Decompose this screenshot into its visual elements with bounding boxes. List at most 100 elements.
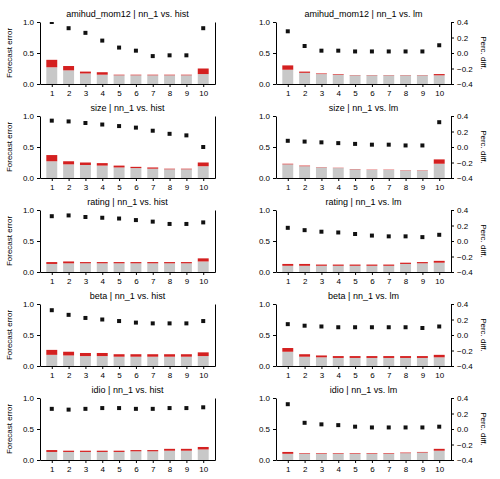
tick: 0.0 — [451, 49, 469, 58]
plot-area — [46, 405, 208, 460]
tick: 7 — [387, 84, 392, 98]
tick-label: 2 — [303, 371, 308, 380]
tick-mark — [37, 398, 40, 399]
dot — [353, 325, 357, 329]
tick: 0.4 — [451, 300, 469, 309]
bar — [164, 169, 175, 178]
tick: 0.5 — [23, 49, 40, 58]
bar — [114, 167, 125, 178]
tick: 2 — [303, 460, 308, 474]
bar — [282, 266, 293, 272]
bar — [130, 263, 141, 272]
tick-mark — [451, 414, 454, 415]
y-axis: 0.00.51.0 — [259, 18, 277, 89]
tick-label: 10 — [199, 277, 208, 286]
tick: 5 — [117, 366, 122, 380]
tick-mark — [451, 241, 454, 242]
dot-series — [50, 119, 205, 149]
tick-mark — [451, 366, 454, 367]
tick: 2 — [67, 178, 72, 192]
bar — [164, 75, 175, 84]
dot — [336, 49, 340, 53]
tick: 9 — [185, 272, 190, 286]
bar — [333, 75, 344, 84]
bar — [417, 356, 428, 358]
tick: −0.4 — [451, 80, 473, 89]
tick: 3 — [320, 460, 325, 474]
bar — [181, 451, 192, 460]
tick-mark — [170, 366, 171, 369]
tick: 5 — [117, 272, 122, 286]
bar — [147, 451, 158, 460]
bar-series — [46, 161, 208, 178]
panel-title: idio | nn_1 vs. lm — [330, 385, 397, 395]
tick-label: 1 — [50, 371, 55, 380]
dot — [404, 234, 408, 238]
tick: 2 — [67, 272, 72, 286]
tick: 4 — [337, 460, 342, 474]
tick: 0.5 — [23, 143, 40, 152]
dot — [387, 425, 391, 429]
bar — [350, 453, 361, 455]
tick: 1 — [286, 178, 291, 192]
bar — [130, 74, 141, 76]
bar — [434, 355, 445, 357]
tick: 7 — [151, 272, 156, 286]
y2-axis — [215, 23, 216, 85]
tick-mark — [52, 84, 53, 87]
tick-mark — [288, 272, 289, 275]
bar — [350, 358, 361, 366]
tick-mark — [52, 272, 53, 275]
tick-mark — [85, 178, 86, 181]
tick: 4 — [337, 366, 342, 380]
tick-mark — [186, 178, 187, 181]
tick-label: 3 — [320, 89, 325, 98]
tick-mark — [451, 429, 454, 430]
tick: 10 — [199, 460, 208, 474]
dot — [353, 425, 357, 429]
tick-label: 0.2 — [457, 34, 469, 43]
axis-line — [40, 305, 41, 367]
tick-mark — [273, 210, 276, 211]
tick: 0.0 — [451, 331, 469, 340]
dot-series — [50, 308, 205, 325]
tick: 8 — [168, 460, 173, 474]
bar-series — [46, 447, 208, 452]
bar — [417, 263, 428, 272]
bar — [114, 452, 125, 460]
plot-area — [46, 308, 208, 366]
tick-mark — [37, 22, 40, 23]
tick-mark — [273, 84, 276, 85]
tick-mark — [85, 84, 86, 87]
tick-label: −0.4 — [457, 362, 473, 371]
tick-mark — [451, 320, 454, 321]
tick: 1 — [50, 460, 55, 474]
tick-mark — [203, 272, 204, 275]
tick-mark — [451, 335, 454, 336]
bar — [130, 262, 141, 263]
tick: 0.2 — [451, 410, 469, 419]
tick-label: 3 — [320, 183, 325, 192]
tick-mark — [389, 460, 390, 463]
y2-axis-label: Perc. diff. — [479, 36, 488, 70]
bar — [181, 357, 192, 366]
dot — [117, 319, 121, 323]
tick-mark — [273, 116, 276, 117]
y-axis: 0.00.51.0 — [23, 206, 41, 277]
bar — [46, 60, 57, 67]
dot — [319, 230, 323, 234]
panel: 123456789100.00.51.00.40.20.0−0.2−0.4ami… — [259, 9, 488, 98]
bar — [383, 170, 394, 178]
tick-mark — [288, 178, 289, 181]
tick-mark — [406, 460, 407, 463]
tick: 0.0 — [451, 237, 469, 246]
bar — [164, 263, 175, 272]
tick-mark — [406, 366, 407, 369]
tick-label: 0.2 — [457, 128, 469, 137]
tick-mark — [119, 460, 120, 463]
dot — [100, 123, 104, 127]
dot — [286, 29, 290, 33]
tick-label: 3 — [84, 89, 89, 98]
tick-label: 0.5 — [259, 49, 271, 58]
bar — [80, 452, 91, 460]
